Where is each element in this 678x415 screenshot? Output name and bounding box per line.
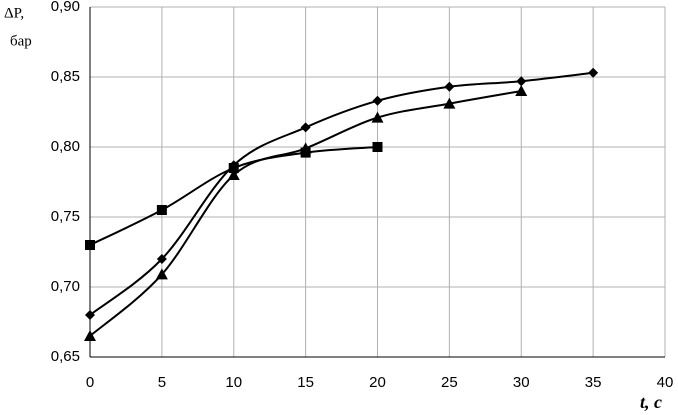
- x-tick-label: 25: [441, 374, 458, 391]
- x-tick-label: 5: [158, 374, 166, 391]
- y-tick-label: 0,90: [51, 0, 80, 15]
- marker: [372, 142, 383, 152]
- marker: [299, 142, 312, 154]
- y-axis-label: бар: [10, 33, 32, 49]
- marker: [371, 111, 384, 123]
- x-tick-label: 40: [657, 374, 674, 391]
- x-tick-label: 0: [86, 374, 94, 391]
- marker: [228, 163, 239, 173]
- marker: [227, 169, 240, 180]
- x-tick-label: 15: [297, 374, 314, 391]
- series-line: [89, 71, 594, 316]
- marker: [443, 97, 456, 109]
- y-tick-label: 0,80: [51, 138, 80, 155]
- x-tick-label: 20: [369, 374, 386, 391]
- marker: [444, 81, 455, 92]
- marker: [84, 330, 96, 341]
- marker: [515, 85, 528, 96]
- marker: [155, 268, 168, 280]
- marker: [516, 76, 527, 87]
- y-tick-label: 0,65: [51, 348, 80, 365]
- marker: [156, 254, 167, 264]
- x-tick-label: 30: [513, 374, 530, 391]
- marker: [85, 240, 95, 250]
- x-tick-label: 10: [225, 374, 242, 391]
- marker: [85, 310, 95, 320]
- y-tick-label: 0,75: [51, 208, 80, 225]
- x-tick-label: 35: [585, 374, 602, 391]
- marker: [588, 67, 599, 78]
- x-axis-label: t, с: [640, 392, 662, 412]
- y-tick-label: 0,85: [51, 68, 80, 85]
- marker: [372, 95, 383, 106]
- y-tick-label: 0,70: [51, 278, 80, 295]
- marker: [300, 122, 311, 133]
- y-axis-label: ΔP,: [4, 5, 24, 21]
- marker: [156, 205, 167, 215]
